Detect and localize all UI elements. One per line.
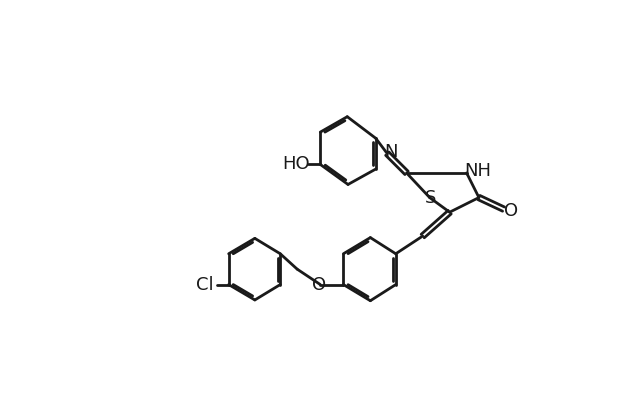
- Text: NH: NH: [464, 162, 491, 181]
- Text: HO: HO: [282, 156, 310, 173]
- Text: N: N: [385, 143, 398, 161]
- Text: Cl: Cl: [196, 276, 214, 293]
- Text: O: O: [504, 201, 518, 220]
- Text: O: O: [312, 276, 326, 294]
- Text: S: S: [425, 188, 436, 207]
